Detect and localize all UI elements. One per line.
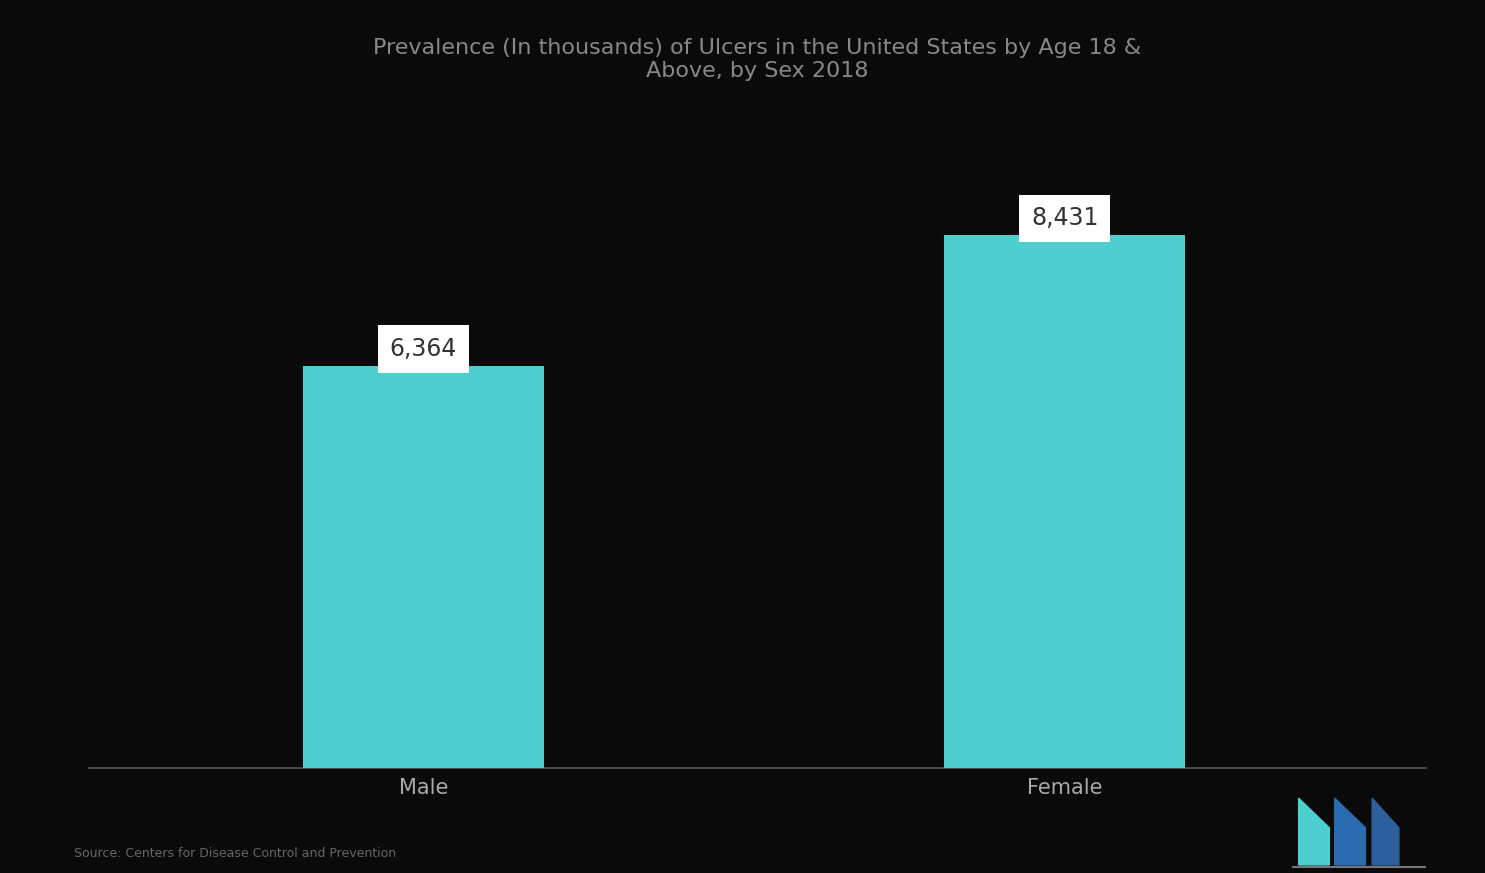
Polygon shape [1372,798,1399,865]
Text: 6,364: 6,364 [389,337,457,361]
Bar [944,236,1185,768]
Polygon shape [1298,798,1329,865]
Polygon shape [1335,798,1366,865]
Text: 8,431: 8,431 [1031,206,1099,230]
Text: Source: Centers for Disease Control and Prevention: Source: Centers for Disease Control and … [74,847,396,860]
Bar [303,366,544,768]
Title: Prevalence (In thousands) of Ulcers in the United States by Age 18 &
Above, by S: Prevalence (In thousands) of Ulcers in t… [373,38,1142,81]
